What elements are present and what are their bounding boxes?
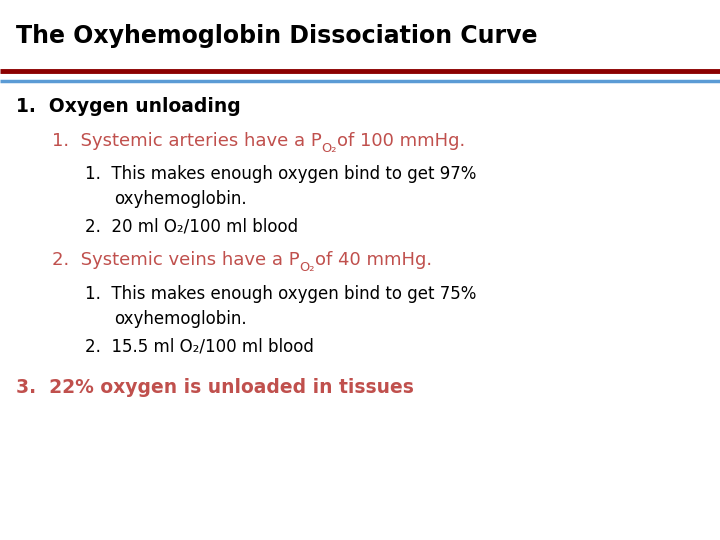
Text: O₂: O₂: [300, 261, 315, 274]
Text: 1.  Oxygen unloading: 1. Oxygen unloading: [16, 97, 240, 116]
Text: The Oxyhemoglobin Dissociation Curve: The Oxyhemoglobin Dissociation Curve: [16, 24, 537, 48]
Text: 3.  22% oxygen is unloaded in tissues: 3. 22% oxygen is unloaded in tissues: [16, 378, 414, 397]
Text: 2.  15.5 ml O₂/100 ml blood: 2. 15.5 ml O₂/100 ml blood: [85, 338, 314, 355]
Text: 1.  This makes enough oxygen bind to get 75%: 1. This makes enough oxygen bind to get …: [85, 285, 477, 303]
Text: oxyhemoglobin.: oxyhemoglobin.: [114, 310, 246, 328]
Text: 2.  Systemic veins have a P: 2. Systemic veins have a P: [52, 251, 300, 269]
Text: 1.  This makes enough oxygen bind to get 97%: 1. This makes enough oxygen bind to get …: [85, 165, 477, 183]
Text: oxyhemoglobin.: oxyhemoglobin.: [114, 190, 246, 208]
Text: of 100 mmHg.: of 100 mmHg.: [337, 132, 465, 150]
Text: O₂: O₂: [322, 142, 337, 155]
Text: 2.  20 ml O₂/100 ml blood: 2. 20 ml O₂/100 ml blood: [85, 217, 298, 235]
Text: 1.  Systemic arteries have a P: 1. Systemic arteries have a P: [52, 132, 322, 150]
Text: of 40 mmHg.: of 40 mmHg.: [315, 251, 432, 269]
